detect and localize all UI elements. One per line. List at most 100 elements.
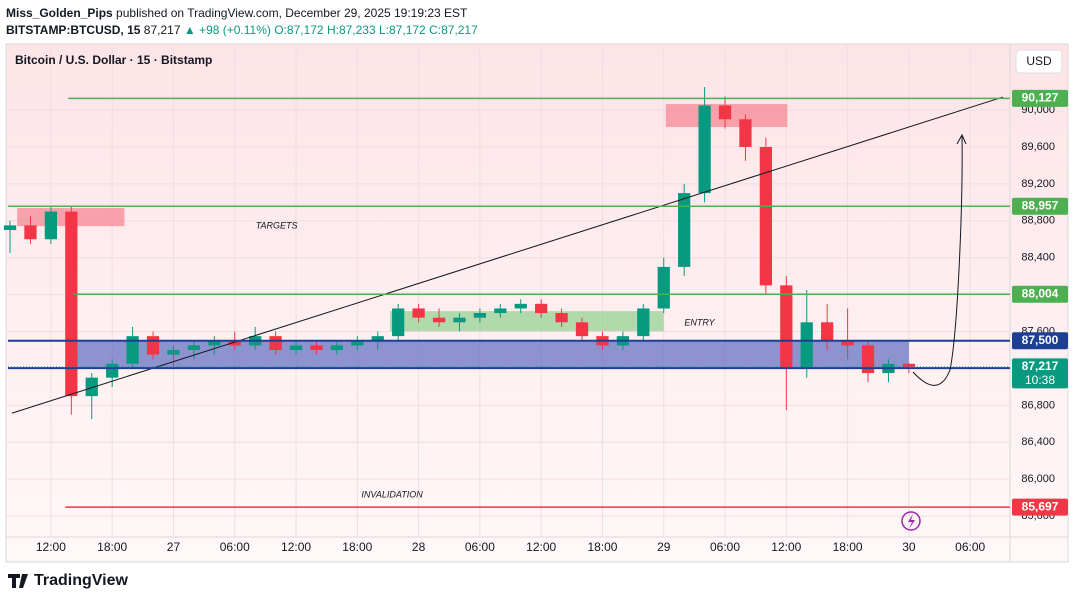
chart-title: Bitcoin / U.S. Dollar · 15 · Bitstamp: [15, 53, 212, 67]
candle-body: [392, 308, 405, 337]
ohlc-high: H:87,233: [326, 23, 376, 37]
candle-body: [535, 303, 548, 314]
publish-line: Miss_Golden_Pips published on TradingVie…: [6, 5, 478, 22]
x-tick-label: 28: [412, 540, 426, 554]
x-tick-label: 12:00: [281, 540, 311, 554]
candle-body: [494, 308, 507, 314]
x-tick-label: 18:00: [833, 540, 863, 554]
logo: TradingView: [34, 572, 129, 589]
candle-body: [841, 340, 854, 346]
price-badge-label: 90,127: [1022, 91, 1059, 105]
price-badge: [1012, 89, 1068, 107]
candle-body: [85, 377, 98, 397]
candle-body: [739, 119, 752, 147]
candle-body: [351, 340, 364, 346]
alert-icon[interactable]: [901, 511, 921, 531]
annotation: TARGETS: [256, 221, 298, 231]
trendline: [11, 96, 1004, 414]
price-badge: [1012, 358, 1068, 389]
candle-body: [106, 363, 119, 378]
x-tick-label: 18:00: [342, 540, 372, 554]
y-tick-label: 86,000: [1021, 473, 1055, 485]
candle-body: [269, 336, 282, 350]
logo-icon: [8, 574, 28, 588]
header: Miss_Golden_Pips published on TradingVie…: [6, 5, 478, 39]
x-tick-label: 06:00: [955, 540, 985, 554]
price-badge-label: 88,004: [1022, 286, 1059, 300]
y-tick-label: 86,400: [1021, 436, 1055, 448]
candle-body: [126, 336, 139, 364]
y-tick-label: 90,000: [1021, 104, 1055, 116]
candle-body: [678, 193, 691, 267]
candle-body: [698, 105, 711, 194]
projection-curve: [912, 134, 963, 386]
price-badge: [1012, 332, 1068, 350]
candle-body: [637, 308, 650, 337]
change: ▲ +98 (+0.11%): [183, 23, 271, 37]
candle-body: [3, 225, 17, 231]
x-tick-label: 18:00: [587, 540, 617, 554]
candle-body: [657, 266, 670, 309]
candle-body: [780, 285, 793, 369]
countdown: 10:38: [1025, 373, 1055, 387]
x-tick-label: 06:00: [465, 540, 495, 554]
candle-body: [902, 363, 916, 367]
x-tick-label: 06:00: [220, 540, 250, 554]
alert-bolt: [908, 514, 915, 529]
candle-body: [65, 211, 78, 397]
candle-body: [432, 317, 446, 323]
plot: [3, 86, 1010, 508]
x-tick-label: 29: [657, 540, 671, 554]
ohlc-close: C:87,217: [429, 23, 478, 37]
ohlc-open: O:87,172: [274, 23, 324, 37]
y-tick-label: 86,800: [1021, 399, 1055, 411]
x-tick-label: 06:00: [710, 540, 740, 554]
zone: [390, 311, 664, 332]
candle-body: [759, 146, 773, 286]
symbol-line: BITSTAMP:BTCUSD, 15 87,217 ▲ +98 (+0.11%…: [6, 22, 478, 39]
publisher: Miss_Golden_Pips: [6, 6, 113, 20]
candle-body: [718, 105, 732, 120]
candle-body: [821, 322, 834, 341]
candle-body: [44, 211, 58, 240]
candle-body: [310, 345, 323, 350]
price-badge: [1012, 197, 1068, 215]
symbol: BITSTAMP:BTCUSD, 15: [6, 23, 141, 37]
annotation: INVALIDATION: [361, 490, 423, 500]
grid: [6, 44, 1010, 537]
candle-body: [555, 313, 568, 323]
x-tick-label: 12:00: [771, 540, 801, 554]
candle-body: [146, 336, 160, 355]
x-tick-label: 30: [902, 540, 916, 554]
x-tick-label: 12:00: [526, 540, 556, 554]
candle-body: [473, 313, 487, 318]
candle-body: [228, 340, 241, 346]
published: published on TradingView.com, December 2…: [116, 6, 468, 20]
candle-body: [371, 336, 384, 341]
price-badge-label: 87,500: [1022, 333, 1059, 347]
price-badge: [1012, 498, 1068, 516]
candle-body: [187, 345, 201, 350]
candle-body: [167, 349, 180, 355]
candle-body: [575, 322, 589, 337]
candle-body: [514, 303, 527, 309]
x-tick-label: 12:00: [36, 540, 66, 554]
candle-body: [208, 340, 221, 346]
candle-body: [412, 308, 425, 318]
currency-button[interactable]: [1015, 49, 1063, 74]
y-tick-label: 89,200: [1021, 178, 1055, 190]
candle-body: [330, 345, 344, 350]
candle-body: [453, 317, 466, 323]
candle-body: [289, 345, 303, 350]
ohlc-low: L:87,172: [379, 23, 426, 37]
y-tick-label: 89,600: [1021, 141, 1055, 153]
x-tick-label: 18:00: [97, 540, 127, 554]
price-badge-label: 87,217: [1022, 359, 1059, 373]
y-tick-label: 88,800: [1021, 215, 1055, 227]
annotation: ENTRY: [684, 318, 715, 328]
y-tick-label: 88,400: [1021, 252, 1055, 264]
chart-frame: [5, 43, 1069, 563]
currency: USD: [1026, 54, 1052, 68]
